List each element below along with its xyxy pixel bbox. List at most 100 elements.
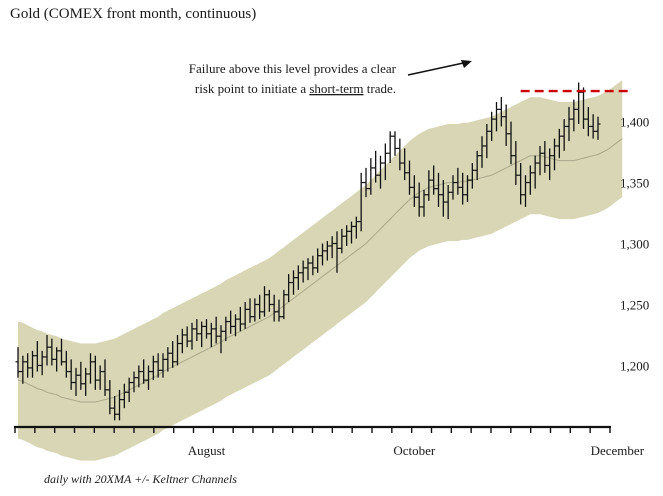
annotation-line-2: risk point to initiate a short-term trad…: [195, 81, 396, 96]
ma-20-line: [17, 138, 623, 403]
y-tick-label: 1,400: [620, 115, 649, 130]
ohlc-bar: [49, 338, 55, 366]
ohlc-bar: [368, 158, 374, 195]
ohlc-bar: [595, 116, 601, 140]
ohlc-bar: [117, 389, 122, 421]
ohlc-bar: [455, 167, 461, 195]
ohlc-bar: [479, 136, 485, 168]
ohlc-bar: [320, 243, 325, 266]
ohlc-bar: [257, 294, 263, 320]
ohlc-bar: [556, 128, 562, 159]
ohlc-bar: [146, 365, 151, 390]
annotation-line-2-prefix: risk point to initiate a: [195, 81, 309, 96]
ohlc-bar: [498, 97, 504, 127]
y-tick-label: 1,250: [620, 297, 649, 312]
ohlc-bar: [329, 236, 335, 259]
chart-title: Gold (COMEX front month, continuous): [10, 6, 256, 22]
moving-average-line: [17, 138, 623, 403]
ohlc-bar: [431, 165, 437, 195]
chart-footnote: daily with 20XMA +/- Keltner Channels: [44, 472, 237, 486]
ohlc-bar: [310, 255, 316, 276]
ohlc-bar: [407, 160, 412, 195]
y-tick-label: 1,300: [620, 237, 649, 252]
ohlc-bar: [150, 355, 156, 381]
annotation-line-1: Failure above this level provides a clea…: [189, 61, 397, 76]
ohlc-bar: [242, 302, 248, 329]
ohlc-bar: [63, 350, 69, 378]
ohlc-bar: [237, 306, 243, 332]
y-tick-label: 1,200: [620, 358, 649, 373]
ohlc-bar: [387, 131, 393, 164]
ohlc-bar: [83, 367, 89, 396]
ohlc-bar: [102, 359, 108, 396]
ohlc-bar: [590, 114, 596, 139]
ohlc-bar: [39, 350, 45, 376]
ohlc-bar: [411, 175, 417, 207]
ohlc-bar: [581, 87, 586, 129]
ohlc-bar: [44, 334, 50, 366]
ohlc-bar: [15, 347, 21, 378]
ohlc-bar: [228, 310, 234, 334]
ohlc-bar: [107, 380, 113, 415]
ohlc-bar: [585, 106, 591, 137]
ohlc-bar: [484, 124, 490, 159]
ohlc-bar: [537, 145, 543, 176]
ohlc-bar: [518, 163, 524, 205]
ohlc-bar: [440, 180, 446, 217]
ohlc-bar: [131, 371, 137, 393]
ohlc-bar: [252, 298, 258, 322]
ohlc-bar: [97, 365, 103, 390]
ohlc-bar: [363, 167, 369, 198]
ohlc-bar: [561, 119, 567, 151]
ohlc-bar: [165, 347, 171, 372]
keltner-channel-band: [18, 80, 623, 461]
annotation: Failure above this level provides a clea…: [189, 60, 472, 96]
ohlc-bar: [136, 365, 142, 388]
ohlc-bar: [233, 314, 238, 337]
annotation-line-2-suffix: trade.: [364, 81, 396, 96]
ohlc-bar: [358, 172, 364, 232]
ohlc-bar: [25, 353, 31, 378]
ohlc-bar: [276, 299, 282, 322]
ohlc-bar: [532, 155, 538, 189]
ohlc-bar: [324, 241, 330, 261]
ohlc-bar: [402, 148, 408, 181]
ohlc-bar: [353, 216, 359, 239]
ohlc-bar: [392, 131, 398, 156]
ohlc-bar: [426, 170, 432, 201]
ohlc-bar: [20, 355, 26, 384]
annotation-line-2-link: short-term: [309, 81, 363, 96]
ohlc-bar: [416, 182, 422, 217]
ohlc-bar: [160, 353, 166, 378]
annotation-arrowhead: [461, 60, 472, 68]
ohlc-bar: [54, 347, 60, 372]
price-bars: [15, 82, 601, 421]
annotation-arrow: [407, 61, 469, 76]
ohlc-bar: [566, 106, 572, 142]
ohlc-bar: [179, 328, 185, 354]
ohlc-bar: [436, 172, 441, 207]
ohlc-bar: [121, 383, 127, 409]
ohlc-bar: [421, 189, 427, 217]
ohlc-bar: [542, 141, 548, 173]
y-tick-label: 1,350: [620, 176, 649, 191]
ohlc-bar: [88, 353, 93, 384]
ohlc-bar: [382, 143, 388, 181]
ohlc-bar: [334, 231, 340, 273]
ohlc-bar: [68, 359, 74, 390]
ohlc-bar: [262, 286, 267, 317]
ohlc-bar: [469, 163, 475, 189]
ohlc-bar: [208, 322, 214, 348]
ohlc-bar: [397, 138, 403, 171]
ohlc-bar: [494, 102, 499, 132]
ohlc-bar: [315, 248, 321, 273]
ohlc-bar: [204, 319, 209, 339]
ohlc-bar: [286, 274, 292, 303]
ohlc-bar: [223, 316, 229, 342]
ohlc-bar: [547, 148, 553, 181]
x-tick-label: December: [591, 443, 645, 458]
ohlc-bar: [266, 289, 272, 312]
ohlc-bar: [247, 298, 253, 323]
